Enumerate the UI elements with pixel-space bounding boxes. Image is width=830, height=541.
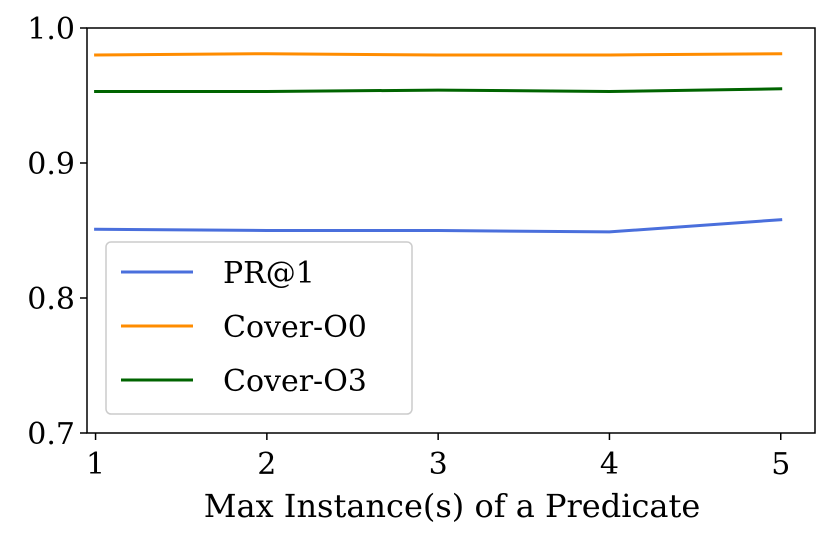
- series-line-1: [94, 218, 783, 234]
- y-tick-label: 0.8: [27, 282, 75, 317]
- legend: PR@1 Cover-O0 Cover-O3: [105, 241, 413, 415]
- plot-area: [86, 27, 816, 434]
- y-tick-label: 1.0: [27, 12, 75, 47]
- series-line-2: [94, 52, 783, 57]
- x-tick-label: 3: [429, 447, 448, 482]
- x-axis-ticks: 1 2 3 4 5: [86, 433, 790, 482]
- x-tick-label: 2: [257, 447, 276, 482]
- legend-label-1: PR@1: [223, 256, 315, 291]
- y-tick-label: 0.9: [27, 147, 75, 182]
- axes-frame: [86, 27, 816, 434]
- legend-label-2: Cover-O0: [223, 310, 367, 345]
- x-tick-label: 4: [600, 447, 619, 482]
- y-tick-label: 0.7: [27, 417, 75, 452]
- series-line-3: [94, 87, 783, 93]
- legend-label-3: Cover-O3: [223, 364, 367, 399]
- x-tick-label: 1: [86, 447, 105, 482]
- y-axis-ticks: 0.7 0.8 0.9 1.0: [27, 12, 87, 452]
- x-axis-label: Max Instance(s) of a Predicate: [204, 487, 701, 525]
- x-tick-label: 5: [771, 447, 790, 482]
- legend-box: [105, 241, 413, 415]
